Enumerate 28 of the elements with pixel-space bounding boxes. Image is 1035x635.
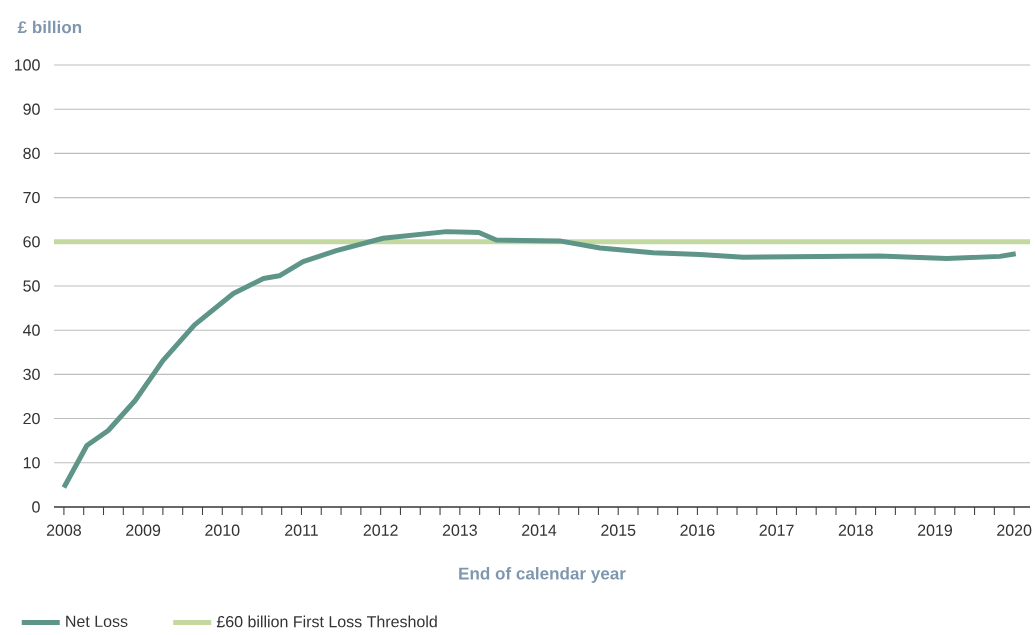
y-tick-label: 60 <box>23 236 40 248</box>
x-tick-label: 2016 <box>680 524 715 536</box>
y-axis-title: £ billion <box>17 20 82 34</box>
y-tick-label: 40 <box>23 324 40 336</box>
x-tick-label: 2008 <box>46 524 81 536</box>
x-tick-label: 2014 <box>522 524 557 536</box>
y-tick-label: 50 <box>23 280 40 292</box>
x-axis-title: End of calendar year <box>459 567 626 583</box>
y-tick-label: 10 <box>23 457 40 469</box>
y-tick-label: 0 <box>32 501 40 513</box>
y-tick-label: 30 <box>23 368 40 381</box>
legend-label: £60 billion First Loss Threshold <box>216 615 437 628</box>
x-tick-label: 2019 <box>917 524 952 536</box>
x-tick-label: 2015 <box>601 524 636 536</box>
x-tick-label: 2017 <box>759 524 794 536</box>
y-tick-label: 70 <box>23 191 40 204</box>
y-tick-label: 90 <box>23 103 40 115</box>
x-tick-label: 2020 <box>997 524 1032 536</box>
x-tick-label: 2010 <box>205 524 240 536</box>
x-tick-label: 2018 <box>838 524 873 536</box>
x-tick-label: 2011 <box>285 524 318 536</box>
x-tick-label: 2009 <box>126 524 161 536</box>
y-tick-label: 20 <box>23 412 40 425</box>
y-tick-label: 80 <box>23 147 40 160</box>
y-tick-label: 100 <box>14 59 40 71</box>
legend-label: Net Loss <box>66 615 128 628</box>
x-tick-label: 2013 <box>442 524 477 536</box>
x-tick-label: 2012 <box>363 524 398 536</box>
